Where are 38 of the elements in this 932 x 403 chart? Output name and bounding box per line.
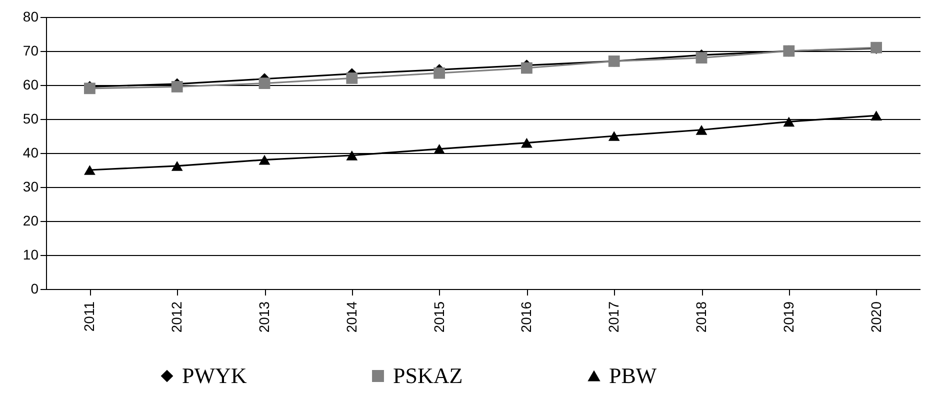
point (696, 52, 708, 64)
x-tick-label: 2019 (780, 301, 796, 333)
legend-label: PWYK (182, 363, 247, 388)
point (258, 78, 270, 89)
x-tick-label: 2015 (430, 301, 447, 333)
x-tick-label: 2018 (693, 301, 709, 333)
x-tick-label: 2012 (168, 301, 185, 333)
y-tick-label: 40 (22, 144, 39, 160)
point (783, 116, 795, 127)
x-tick-label: 2020 (868, 301, 884, 333)
y-tick-label: 0 (30, 280, 39, 296)
x-tick-label: 2016 (518, 301, 534, 333)
x-tick-label: 2013 (256, 301, 272, 333)
legend-label: PBW (609, 363, 657, 388)
y-tick-label: 30 (22, 178, 39, 194)
y-tick-label: 50 (22, 110, 39, 126)
point (171, 160, 183, 171)
point (84, 165, 96, 175)
point (870, 110, 882, 121)
y-tick-label: 80 (22, 8, 39, 24)
y-tick-label: 60 (22, 76, 39, 92)
point (608, 131, 620, 141)
point (696, 124, 708, 135)
point (434, 67, 445, 79)
x-tick-label: 2011 (81, 301, 98, 332)
point (171, 81, 183, 92)
point (521, 62, 532, 74)
point (346, 72, 358, 84)
x-tick-label: 2014 (343, 301, 360, 333)
point (258, 154, 270, 165)
x-tick-label: 2017 (606, 301, 622, 333)
legend-label: PSKAZ (393, 363, 463, 388)
point (521, 138, 532, 148)
point (434, 144, 445, 154)
point (346, 150, 358, 160)
y-tick-label: 70 (22, 42, 39, 58)
y-tick-label: 20 (22, 212, 39, 228)
y-tick-label: 10 (22, 246, 39, 262)
